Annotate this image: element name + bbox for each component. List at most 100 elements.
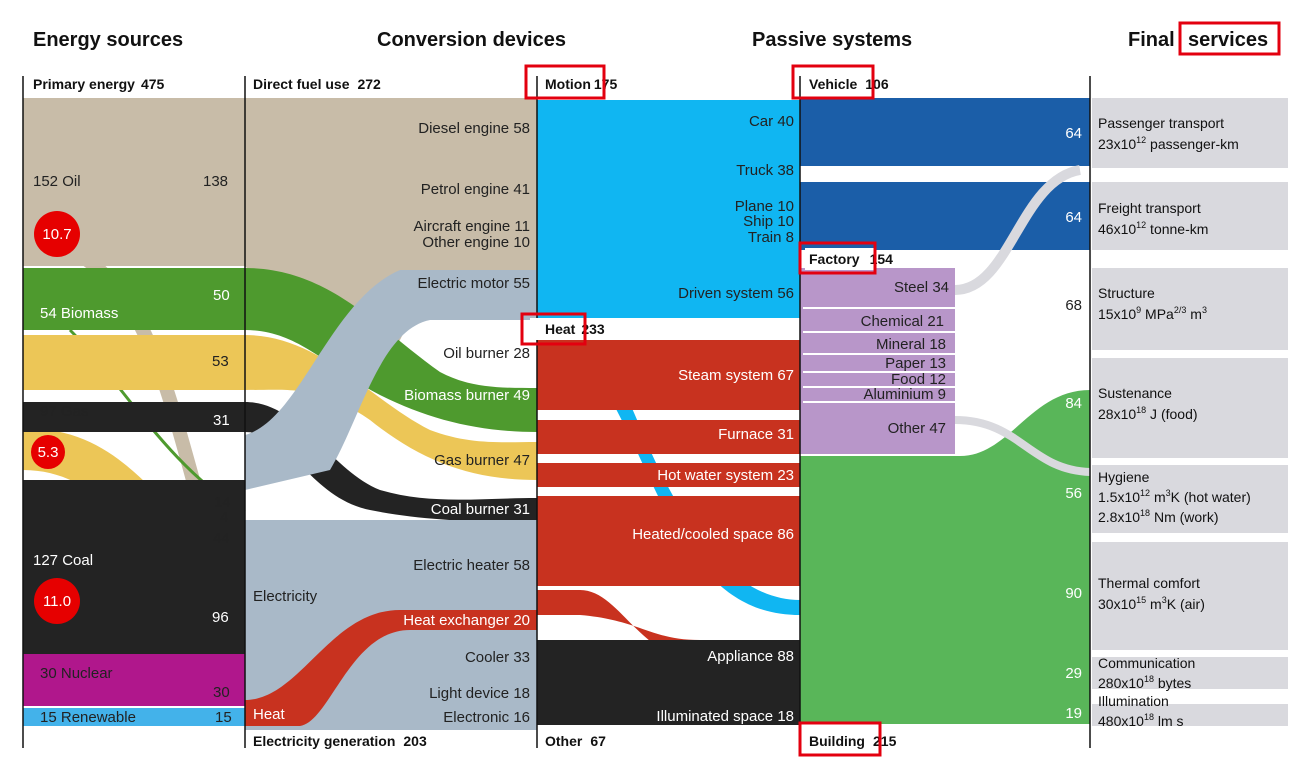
flows (23, 98, 1288, 730)
device-coal-burner: Coal burner 31 (431, 501, 530, 518)
source-gas-label: 97 Gas (40, 403, 88, 420)
device-aircraft-engine: Aircraft engine 11 (414, 218, 530, 235)
service-passenger-line2: 23x1012 passenger-km (1098, 135, 1239, 152)
service-communication-line2: 280x1018 bytes (1098, 674, 1191, 691)
heat-generation-flow (245, 610, 537, 726)
biomass-to-electricity-value: 4 (220, 509, 228, 526)
service-bg-3 (1092, 268, 1288, 350)
header-services: services (1188, 29, 1268, 51)
source-biomass-direct: 50 (213, 287, 230, 304)
service-value-freight: 64 (1065, 209, 1082, 226)
source-coal-label: 127 Coal (33, 552, 93, 569)
service-value-hygiene: 56 (1065, 485, 1082, 502)
service-bg-1 (1092, 98, 1288, 168)
service-structure-line2: 15x109 MPa2/3 m3 (1098, 305, 1207, 322)
service-hygiene-line1: Hygiene (1098, 469, 1150, 485)
service-structure-line1: Structure (1098, 285, 1155, 301)
service-hygiene-line3: 2.8x1018 Nm (work) (1098, 508, 1219, 525)
passive-labels: Car 40 Truck 38 Plane 10 Ship 10 Train 8… (632, 113, 794, 725)
electricity-label: Electricity (253, 588, 318, 605)
passive-plane: Plane 10 (735, 198, 794, 215)
device-electric-heater: Electric heater 58 (413, 557, 530, 574)
highlight-box-factory (798, 241, 877, 275)
header-final: Final (1128, 29, 1175, 51)
passive-driven-system: Driven system 56 (678, 285, 794, 302)
service-values: 64 64 68 84 56 90 29 19 (1065, 125, 1082, 722)
electricity-flow (245, 270, 537, 490)
passive-car: Car 40 (749, 113, 794, 130)
source-gas-direct: 53 (212, 353, 229, 370)
subheader-factory: Factory 154 (809, 251, 893, 267)
service-freight-line2: 46x1012 tonne-km (1098, 220, 1208, 237)
header-conversion-devices: Conversion devices (377, 29, 566, 51)
heat-band-steam (537, 340, 800, 410)
subheader-direct-fuel-use: Direct fuel use 272 (253, 76, 381, 92)
service-labels: Passenger transport 23x1012 passenger-km… (1098, 115, 1251, 729)
service-bg-6 (1092, 542, 1288, 650)
heat-generation-label: Heat (253, 706, 286, 723)
service-communication-line1: Communication (1098, 655, 1195, 671)
service-passenger-line1: Passenger transport (1098, 115, 1224, 131)
service-thermal-line1: Thermal comfort (1098, 575, 1200, 591)
factory-aluminium: Aluminium 9 (863, 386, 946, 403)
renewable-band (23, 708, 245, 726)
service-sustenance-line1: Sustenance (1098, 385, 1172, 401)
motion-band (537, 100, 800, 318)
source-nuclear-label: 30 Nuclear (40, 665, 113, 682)
subheader-vehicle: Vehicle 106 (809, 76, 889, 92)
nuclear-band (23, 654, 245, 706)
device-oil-burner: Oil burner 28 (443, 345, 530, 362)
factory-mineral: Mineral 18 (876, 336, 946, 353)
service-value-structure: 68 (1065, 297, 1082, 314)
oil-to-electricity-value: 14 (214, 494, 231, 511)
device-gas-burner: Gas burner 47 (434, 452, 530, 469)
service-bg-4 (1092, 358, 1288, 458)
illuminated-band (537, 705, 800, 725)
coal-loss-value: 11.0 (43, 593, 71, 610)
highlight-box-motion (524, 64, 606, 100)
oil-loss-value: 10.7 (42, 226, 71, 243)
coal-loss-circle (34, 578, 80, 624)
subheader-motion: Motion 175 (545, 76, 617, 92)
passive-steam-system: Steam system 67 (678, 367, 794, 384)
service-illumination-line1: Illumination (1098, 693, 1169, 709)
service-value-illumination: 19 (1065, 705, 1082, 722)
source-coal-direct: 31 (213, 412, 230, 429)
service-bg-7 (1092, 657, 1288, 689)
column-lines (22, 76, 1091, 748)
service-bg-5 (1092, 465, 1288, 533)
subheader-primary-energy: Primary energy 475 (33, 76, 165, 92)
device-other-engine: Other engine 10 (422, 234, 530, 251)
device-diesel-engine: Diesel engine 58 (418, 120, 530, 137)
header-passive-systems: Passive systems (752, 29, 912, 51)
gas-to-electricity-value: 44 (213, 530, 230, 547)
device-light-device: Light device 18 (429, 685, 530, 702)
device-cooler: Cooler 33 (465, 649, 530, 666)
service-value-thermal: 90 (1065, 585, 1082, 602)
service-value-communication: 29 (1065, 665, 1082, 682)
factory-to-structure-flow (954, 165, 1082, 295)
factory-chemical: Chemical 21 (861, 313, 944, 330)
passive-illuminated-space: Illuminated space 18 (656, 708, 794, 725)
heat-label-bg (530, 318, 628, 340)
coal-to-electricity-flow (23, 480, 245, 676)
biomass-flow (23, 268, 537, 432)
service-bg-2 (1092, 182, 1288, 250)
header-energy-sources: Energy sources (33, 29, 183, 51)
factory-food: Food 12 (891, 371, 946, 388)
source-oil-direct: 138 (203, 173, 228, 190)
highlight-box-heat (520, 312, 587, 346)
subheader-heat: Heat 233 (545, 321, 605, 337)
coal-to-electricity-value: 96 (212, 609, 229, 626)
highlight-box-services (1178, 21, 1281, 56)
gas-loss-value: 5.3 (38, 444, 59, 461)
nuclear-to-electricity-value: 30 (213, 684, 230, 701)
device-biomass-burner: Biomass burner 49 (404, 387, 530, 404)
passive-hot-water-system: Hot water system 23 (657, 467, 794, 484)
gas-loss-circle (31, 435, 65, 469)
service-bg-8 (1092, 704, 1288, 726)
factory-other: Other 47 (888, 420, 946, 437)
service-value-passenger: 64 (1065, 125, 1082, 142)
subheader-building: Building 215 (809, 733, 897, 749)
